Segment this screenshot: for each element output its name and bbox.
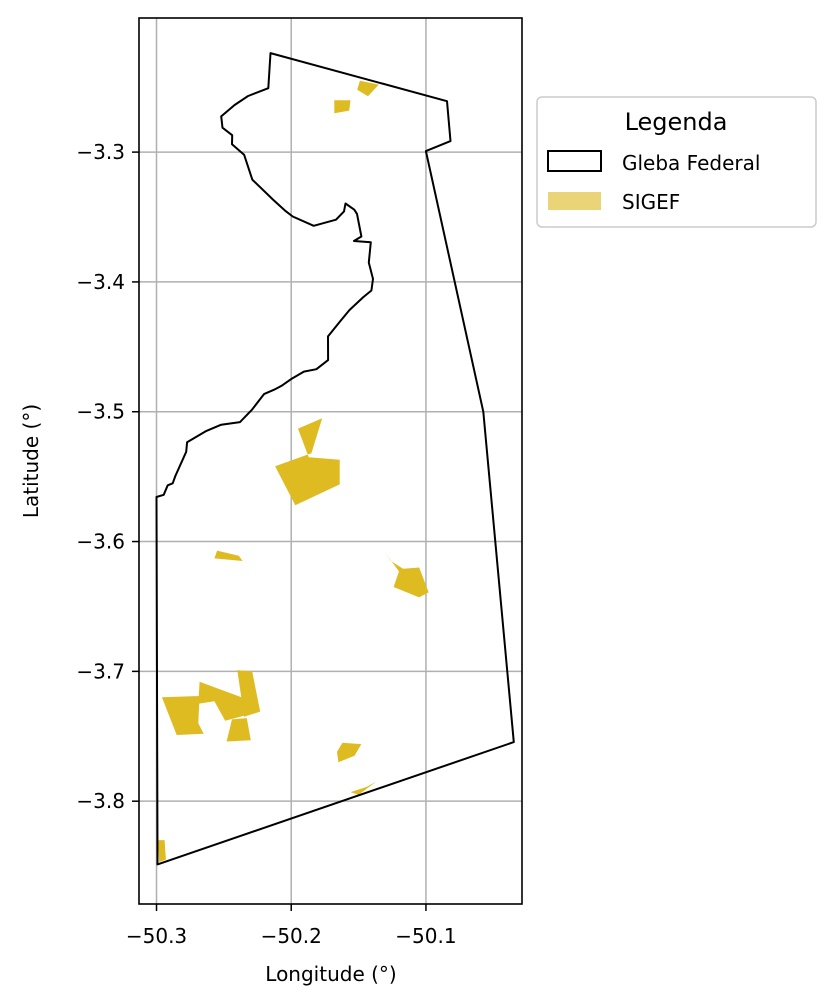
x-tick-label: −50.3 (126, 924, 187, 948)
legend-label-sigef: SIGEF (622, 190, 680, 214)
x-axis-label: Longitude (°) (265, 962, 396, 986)
sigef-parcel (357, 80, 379, 97)
x-tick-label: −50.2 (261, 924, 322, 948)
legend-label-gleba-federal: Gleba Federal (622, 151, 760, 175)
y-tick-label: −3.5 (76, 400, 125, 424)
legend-title: Legenda (625, 108, 728, 136)
sigef-parcel (385, 553, 429, 598)
sigef-parcel (334, 100, 351, 114)
legend-swatch-sigef (548, 192, 601, 210)
y-axis-label: Latitude (°) (19, 404, 43, 518)
sigef-parcel (157, 840, 166, 863)
legend-box (536, 96, 817, 228)
y-tick-label: −3.3 (76, 140, 125, 164)
sigef-parcel (275, 418, 340, 506)
legend-swatch-gleba-federal (547, 150, 602, 172)
legend: Legenda Gleba Federal SIGEF (536, 96, 817, 228)
sigef-parcel (198, 681, 250, 721)
y-axis-ticks: −3.3 −3.4 −3.5 −3.6 −3.7 −3.8 (76, 140, 139, 813)
sigef-parcel (237, 670, 261, 717)
y-tick-label: −3.7 (76, 659, 125, 683)
sigef-parcel (214, 550, 243, 561)
x-tick-label: −50.1 (395, 924, 456, 948)
plot-frame (138, 17, 523, 905)
x-axis-ticks: −50.3 −50.2 −50.1 (126, 904, 457, 948)
sigef-parcel (161, 696, 204, 735)
y-tick-label: −3.4 (76, 270, 125, 294)
sigef-parcel (226, 718, 251, 742)
sigef-parcel (350, 781, 377, 795)
y-tick-label: −3.6 (76, 530, 125, 554)
sigef-parcels (157, 80, 429, 863)
gleba-federal-boundary (155, 52, 515, 866)
y-tick-label: −3.8 (76, 789, 125, 813)
sigef-parcel (337, 742, 362, 763)
